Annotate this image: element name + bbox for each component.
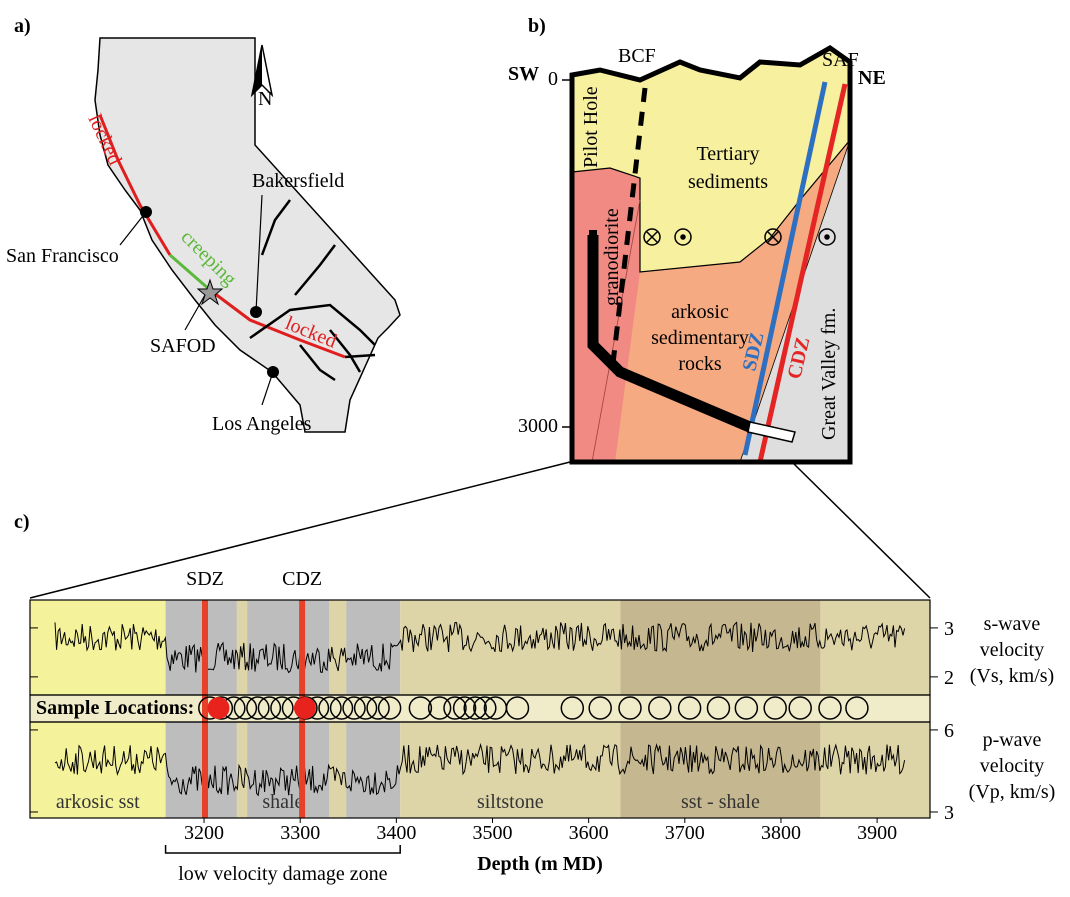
- panel-label: c): [14, 511, 30, 533]
- highlighted-sample: [294, 697, 316, 719]
- california-outline: [95, 38, 400, 432]
- x-tick-label: 3900: [857, 822, 897, 844]
- highlighted-sample: [207, 697, 229, 719]
- axis-label: p-wave: [983, 729, 1042, 751]
- x-tick-label: 3500: [473, 822, 513, 844]
- sample-label: Sample Locations:: [36, 697, 194, 719]
- x-tick-label: 3300: [280, 822, 320, 844]
- panel-label: b): [528, 15, 546, 37]
- direction-label: NE: [858, 67, 886, 89]
- fault-name: SAF: [822, 49, 859, 71]
- bracket-label: low velocity damage zone: [178, 863, 387, 885]
- figure: a) N Bakersfield San Francisco SAFOD Los…: [0, 0, 1070, 892]
- place-label: Bakersfield: [252, 170, 344, 192]
- lithology-label: sst - shale: [681, 791, 760, 813]
- y-tick-label: 3: [944, 618, 954, 640]
- zone-label: SDZ: [186, 568, 224, 590]
- bracket: [166, 845, 401, 853]
- text-line: rocks: [678, 353, 722, 375]
- north-label: N: [258, 88, 272, 110]
- zone-label: CDZ: [282, 568, 322, 590]
- x-tick-label: 3400: [376, 822, 416, 844]
- y-tick-label: 6: [944, 720, 954, 742]
- axis-label: (Vs, km/s): [970, 665, 1054, 687]
- lithology-label: siltstone: [477, 791, 544, 813]
- lithology-label: arkosic sst: [56, 791, 140, 813]
- axis-label: velocity: [980, 755, 1044, 777]
- panel-label: a): [14, 15, 31, 37]
- place-label: San Francisco: [6, 245, 119, 267]
- x-tick-label: 3200: [184, 822, 224, 844]
- x-axis-title: Depth (m MD): [477, 853, 603, 875]
- place-label: SAFOD: [150, 335, 216, 357]
- text-line: sedimentary: [651, 327, 749, 349]
- unit-label: granodiorite: [601, 208, 623, 306]
- axis-label: s-wave: [984, 613, 1041, 635]
- x-tick-label: 3700: [665, 822, 705, 844]
- lithology-label: shale: [262, 791, 303, 813]
- depth-label: 3000: [518, 415, 558, 437]
- text-line: sediments: [688, 171, 768, 193]
- direction-label: SW: [508, 63, 539, 85]
- axis-label: velocity: [980, 639, 1044, 661]
- text-line: arkosic: [671, 301, 729, 323]
- unit-label: Pilot Hole: [580, 86, 602, 168]
- place-label: Los Angeles: [212, 413, 312, 435]
- fault-name: BCF: [618, 45, 656, 67]
- x-tick-label: 3800: [761, 822, 801, 844]
- depth-label: 0: [548, 68, 558, 90]
- axis-label: (Vp, km/s): [969, 781, 1056, 803]
- text-line: Tertiary: [696, 143, 759, 165]
- x-tick-label: 3600: [569, 822, 609, 844]
- y-tick-label: 3: [944, 802, 954, 824]
- unit-label: Great Valley fm.: [818, 308, 840, 440]
- y-tick-label: 2: [944, 667, 954, 689]
